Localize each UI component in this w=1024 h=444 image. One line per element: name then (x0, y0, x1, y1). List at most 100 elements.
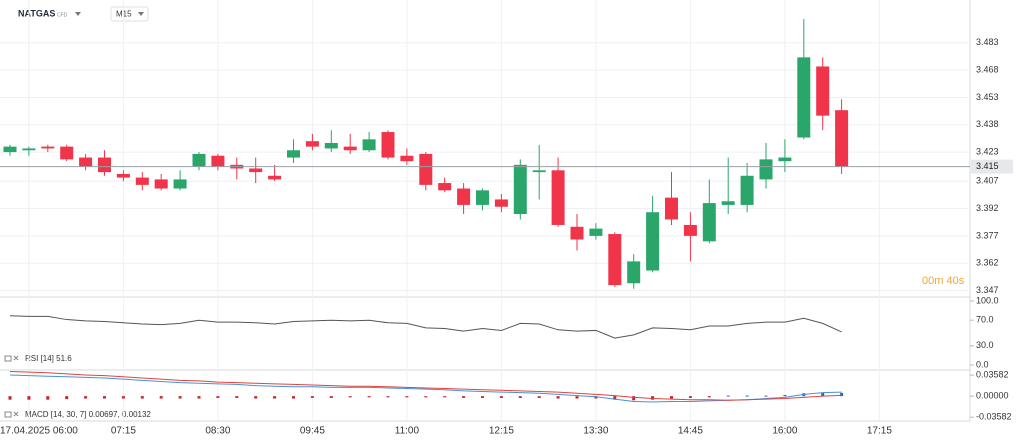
y-tick-label: 3.392 (976, 203, 999, 213)
candle-body (627, 261, 641, 284)
y-tick-label: -0.03582 (976, 412, 1012, 422)
symbol-dropdown[interactable] (75, 12, 81, 16)
rsi-label: RSI [14] 51.6 (25, 354, 72, 363)
histogram-bar (499, 396, 503, 398)
histogram-bar (273, 396, 277, 399)
y-tick-label: 3.423 (976, 146, 999, 156)
histogram-bar (783, 395, 787, 397)
histogram-bar (216, 396, 220, 398)
histogram-bar (613, 396, 617, 400)
histogram-bar (632, 396, 636, 401)
y-tick-label: 0.00000 (976, 391, 1009, 401)
candle-body (419, 153, 433, 185)
macd-label-icons[interactable] (4, 411, 19, 418)
candle-body (3, 146, 17, 153)
x-tick-label: 14:45 (678, 426, 703, 437)
candle-body (287, 150, 300, 158)
histogram-bar (481, 396, 484, 398)
candle-body (41, 146, 55, 149)
candle-body (551, 170, 565, 225)
histogram-bar (27, 396, 31, 400)
y-tick-label: 100.0 (976, 295, 999, 305)
histogram-bar (821, 392, 825, 397)
candle-body (60, 146, 74, 160)
histogram-bar (405, 396, 409, 398)
countdown: 00m 40s (922, 275, 965, 287)
candle-body (778, 157, 792, 162)
x-tick-label: 09:45 (300, 426, 325, 437)
last-price-box (971, 159, 1013, 174)
candle-body (797, 57, 811, 138)
candle-body (249, 168, 263, 173)
instrument-type: CFD (57, 12, 68, 18)
candle-body (740, 175, 754, 205)
candle-body (835, 110, 849, 167)
candle-body (665, 197, 678, 220)
histogram-bar (386, 396, 390, 398)
histogram-bar (651, 396, 655, 400)
candle-body (305, 141, 319, 147)
last-price-label: 3.415 (976, 161, 999, 171)
macd-label: MACD [14, 30, 7] 0.00697, 0.00132 (25, 410, 151, 419)
x-tick-label: 13:30 (583, 426, 608, 437)
x-tick-label: 11:00 (395, 426, 420, 437)
rsi-line (9, 315, 842, 339)
candle-body (646, 212, 660, 271)
candle-body (324, 142, 338, 149)
y-tick-label: 70.0 (976, 315, 994, 325)
y-tick-label: 0.03582 (976, 370, 1009, 380)
candle-body (589, 228, 603, 236)
candle-body (457, 188, 471, 205)
x-tick-label: 12:15 (489, 426, 514, 437)
candle-body (362, 139, 376, 151)
rsi-label-icons[interactable] (4, 355, 19, 362)
x-tick-label: 17:15 (867, 426, 892, 437)
candle-body (22, 148, 36, 151)
macd-line (9, 371, 842, 401)
histogram-bar (575, 396, 579, 399)
y-tick-label: 3.347 (976, 285, 999, 295)
candle-body (816, 66, 830, 116)
candle-body (513, 164, 527, 215)
timeframe: M15 (116, 10, 132, 19)
y-tick-label: 3.483 (976, 37, 999, 47)
histogram-bar (159, 396, 163, 399)
candle-body (759, 159, 773, 180)
x-tick-label: 17.04.2025 06:00 (0, 426, 78, 437)
candle-body (116, 173, 130, 178)
histogram-bar (707, 396, 711, 398)
histogram-bar (84, 396, 88, 399)
histogram-bar (688, 396, 692, 398)
timeframe-dropdown (138, 12, 144, 16)
x-tick-label: 07:15 (111, 426, 136, 437)
histogram-bar (764, 395, 768, 397)
candle-body (154, 179, 168, 189)
y-tick-label: 30.0 (976, 340, 994, 350)
histogram-bar (8, 396, 12, 400)
symbol: NATGAS (18, 8, 55, 18)
candle-body (532, 170, 546, 173)
histogram-bar (329, 396, 333, 398)
histogram-bar (140, 396, 144, 399)
histogram-bar (254, 396, 258, 399)
macd-line (9, 374, 842, 403)
histogram-bar (594, 396, 598, 399)
candle-body (381, 132, 395, 158)
candle-body (683, 224, 697, 236)
x-tick-label: 08:30 (205, 426, 230, 437)
histogram-bar (443, 396, 447, 398)
candle-body (343, 146, 357, 151)
y-tick-label: 0.0 (976, 359, 989, 369)
candle-body (268, 175, 282, 180)
y-tick-label: 3.438 (976, 119, 999, 129)
histogram-bar (518, 396, 522, 398)
histogram-bar (424, 396, 428, 398)
timeframe-select[interactable] (110, 6, 149, 22)
y-tick-label: 3.468 (976, 64, 999, 74)
histogram-bar (235, 396, 239, 398)
candle-body (173, 179, 187, 189)
candle-body (79, 157, 93, 167)
candle-body (476, 190, 489, 205)
candle-body (494, 199, 508, 207)
